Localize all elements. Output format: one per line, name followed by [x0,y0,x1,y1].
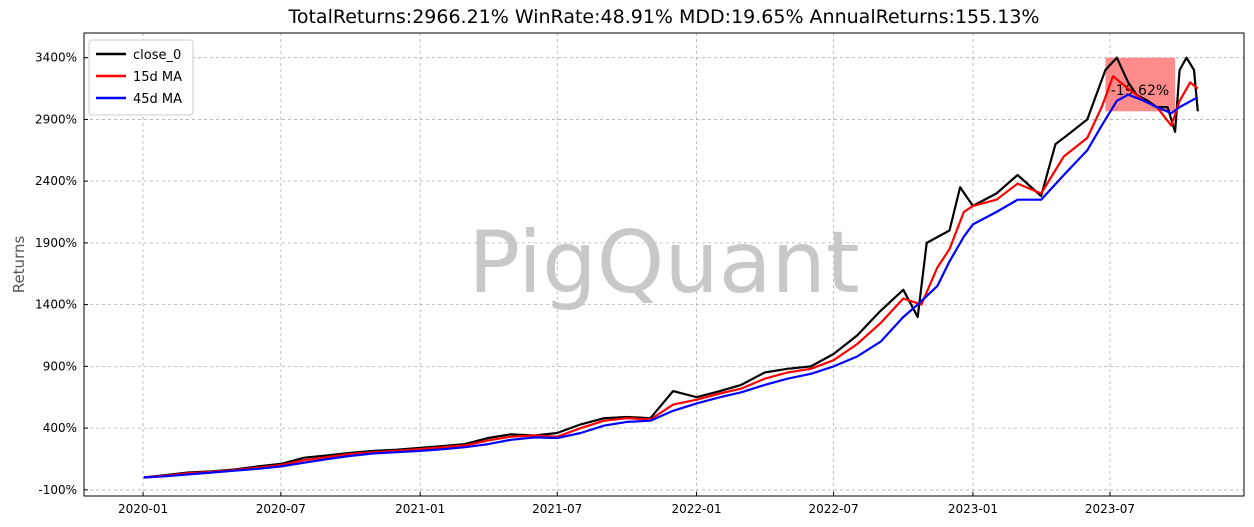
plot-frame [83,32,1245,497]
x-tick-label: 2021-01 [395,502,445,516]
series-layer [143,56,1199,479]
legend-box [88,39,194,116]
grid-lines [84,33,1244,496]
x-tick-label: 2022-01 [671,502,721,516]
watermark: PigQuant [468,213,860,313]
series-line-45d-ma [143,93,1199,479]
y-axis-ticks: -100% 400% 900% 1400% 1900% 2400% 2900% 3400% [35,51,88,497]
y-axis-label: Returns [10,236,28,294]
y-tick-label: 1900% [35,236,77,250]
series-line-15d-ma [143,75,1199,479]
x-tick-label: 2022-07 [809,502,859,516]
x-tick-label: 2023-01 [948,502,998,516]
y-tick-label: 400% [43,421,77,435]
x-tick-label: 2021-07 [532,502,582,516]
watermark-layer: PigQuant [468,213,860,313]
y-tick-label: 900% [43,359,77,373]
x-tick-label: 2023-07 [1085,502,1135,516]
chart-title: TotalReturns:2966.21% WinRate:48.91% MDD… [288,6,1040,28]
y-tick-label: -100% [38,483,77,497]
y-tick-label: 2400% [35,174,77,188]
x-axis-ticks: 2020-01 2020-07 2021-01 2021-07 2022-01 2022-… [118,492,1135,516]
y-tick-label: 3400% [35,51,77,65]
y-tick-label: 2900% [35,112,77,126]
plot-border [83,32,1245,497]
x-tick-label: 2020-07 [256,502,306,516]
legend: close_0 15d MA 45d MA [88,39,194,116]
legend-label-45d-ma: 45d MA [133,92,182,107]
x-tick-label: 2020-01 [118,502,168,516]
legend-label-15d-ma: 15d MA [133,70,182,85]
legend-label-close-0: close_0 [133,48,181,63]
series-line-close-0 [143,56,1199,479]
y-tick-label: 1400% [35,298,77,312]
